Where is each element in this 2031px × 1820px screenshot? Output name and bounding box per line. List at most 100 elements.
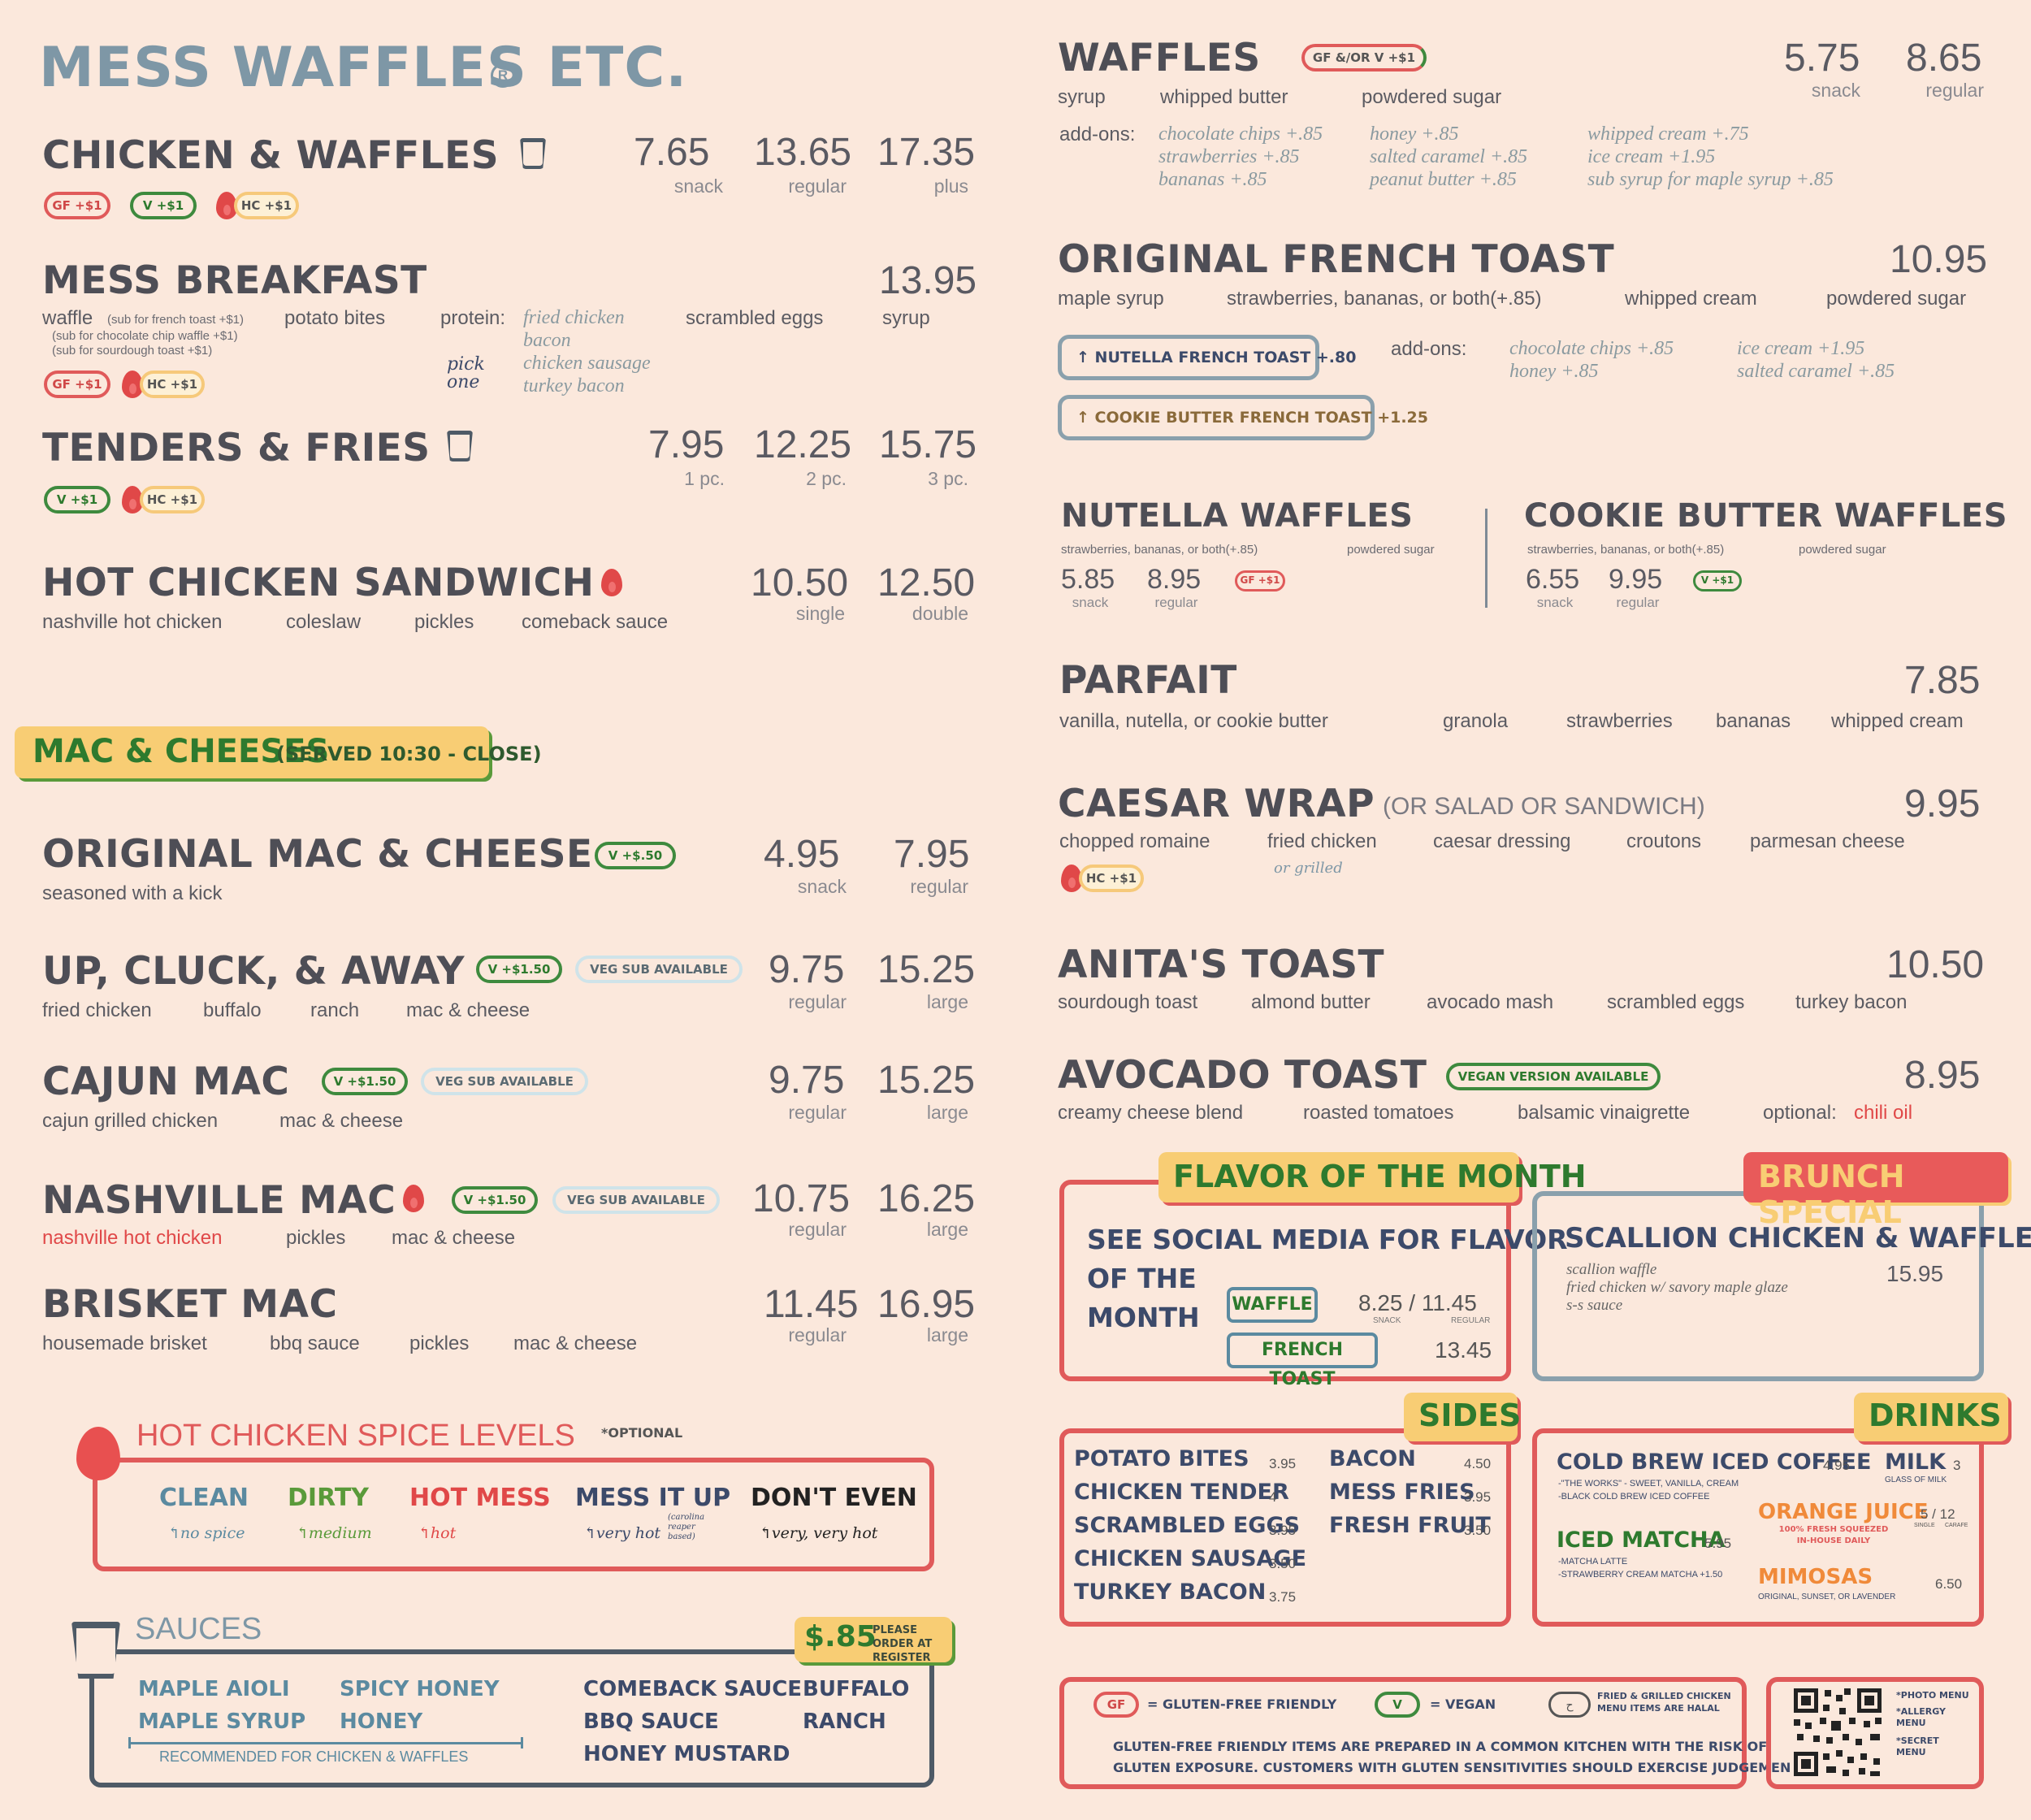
drink-cold-brew: COLD BREW ICED COFFEE [1557, 1450, 1872, 1475]
brunch-price: 15.95 [1886, 1261, 1944, 1286]
flavor-header: FLAVOR OF THE MONTH [1173, 1159, 1587, 1194]
hc-tag: HC +$1 [234, 192, 299, 219]
drink-milk-price: 3 [1953, 1458, 1961, 1473]
drinks-box [1532, 1428, 1984, 1627]
item-syrup: syrup [882, 307, 930, 329]
item-avocado-mash: avocado mash [1427, 991, 1554, 1013]
milk-note: GLASS OF MILK [1885, 1476, 1947, 1484]
protein-bacon: bacon [523, 330, 571, 351]
sauce-price-banner [795, 1617, 952, 1662]
flame-icon [122, 370, 143, 398]
side-item: MESS FRIES [1329, 1480, 1475, 1505]
cookie-powdered-sugar: powdered sugar [1799, 543, 1886, 557]
sauce-maple-syrup: MAPLE SYRUP [138, 1710, 306, 1734]
sauce-recommended: RECOMMENDED FOR CHICKEN & WAFFLES [159, 1748, 469, 1765]
label-snack: snack [673, 176, 723, 197]
cookie-price-regular: 9.95 [1609, 564, 1663, 595]
up-cluck-title: UP, CLUCK, & AWAY [42, 949, 466, 994]
cookie-butter-upgrade: ↑ COOKIE BUTTER FRENCH TOAST +1.25 [1058, 395, 1428, 440]
item-waffle: waffle [42, 307, 93, 329]
side-item: POTATO BITES [1074, 1446, 1249, 1471]
vegan-tag: V +$1 [130, 192, 197, 219]
price-regular: 11.45 [764, 1283, 859, 1326]
item-roasted-tomatoes: roasted tomatoes [1303, 1102, 1454, 1124]
spice-levels-box [93, 1458, 934, 1571]
waffle-sub-2: (sub for chocolate chip waffle +$1) [52, 329, 238, 343]
item-fruit-choice: strawberries, bananas, or both(+.85) [1227, 288, 1542, 310]
avocado-toast-title: AVOCADO TOAST [1058, 1053, 1427, 1098]
sauce-bbq: BBQ SAUCE [583, 1710, 719, 1734]
label-large: large [926, 1219, 968, 1240]
sides-header: SIDES [1418, 1398, 1522, 1433]
sides-header-banner [1404, 1393, 1518, 1441]
item-turkey-bacon: turkey bacon [1795, 991, 1908, 1013]
price-1pc: 7.95 [648, 423, 725, 466]
waffles-divider [1485, 509, 1488, 608]
flavor-regular-label: REGULAR [1451, 1316, 1491, 1325]
addon-whipped-cream: whipped cream +.75 [1587, 124, 1749, 145]
item-bananas: bananas [1716, 710, 1791, 732]
side-item: TURKEY BACON [1074, 1580, 1267, 1605]
qr-box[interactable] [1766, 1677, 1984, 1789]
mess-breakfast-title: MESS BREAKFAST [42, 258, 427, 303]
qr-code-icon[interactable] [1791, 1685, 1885, 1779]
cup-icon [447, 431, 473, 462]
item-balsamic: balsamic vinaigrette [1518, 1102, 1691, 1124]
parfait-title: PARFAIT [1059, 658, 1237, 703]
cookie-butter-waffles-title: COOKIE BUTTER WAFFLES [1524, 497, 2008, 535]
item-creamy-cheese: creamy cheese blend [1058, 1102, 1244, 1124]
addon-salted-caramel: salted caramel +.85 [1370, 146, 1528, 167]
brunch-item-3: s-s sauce [1566, 1297, 1623, 1314]
side-item: CHICKEN TENDER [1074, 1480, 1289, 1505]
flavor-toast-tag: FRENCH TOAST [1227, 1332, 1378, 1389]
label-regular: regular [910, 876, 968, 897]
veg-sub-tag: VEG SUB AVAILABLE [421, 1068, 588, 1095]
item-pickles: pickles [414, 611, 474, 633]
item-granola: granola [1443, 710, 1509, 732]
spice-level-name: MESS IT UP [575, 1484, 731, 1512]
price-plus: 17.35 [877, 131, 976, 174]
legend-box [1059, 1677, 1747, 1789]
spice-optional: *OPTIONAL [601, 1425, 683, 1441]
side-price: 4 [1269, 1489, 1277, 1505]
brunch-item-1: scallion waffle [1566, 1261, 1657, 1278]
price-3pc: 15.75 [879, 423, 977, 466]
parfait-price: 7.85 [1904, 659, 1981, 702]
waffles-title: WAFFLES [1058, 36, 1261, 80]
spice-level-note: ↰medium [296, 1524, 372, 1542]
spice-level-name: HOT MESS [409, 1484, 551, 1512]
item-nashville-hot-chicken: nashville hot chicken [42, 611, 223, 633]
french-toast-title: ORIGINAL FRENCH TOAST [1058, 237, 1615, 282]
nutella-fruit: strawberries, bananas, or both(+.85) [1061, 543, 1258, 557]
addon-honey: honey +.85 [1509, 361, 1599, 382]
sauces-title: SAUCES [128, 1612, 269, 1647]
label-regular: regular [1925, 80, 1984, 101]
registered-mark: R [491, 63, 515, 88]
item-strawberries: strawberries [1566, 710, 1673, 732]
spice-level-note: ↰hot [418, 1524, 457, 1542]
caesar-price: 9.95 [1904, 782, 1981, 826]
brunch-header-banner [1743, 1152, 2008, 1202]
mac-header-banner [15, 726, 489, 778]
price-snack: 5.75 [1784, 37, 1860, 80]
nashville-mac-title: NASHVILLE MAC [42, 1178, 396, 1223]
gluten-warning-1: GLUTEN-FREE FRIENDLY ITEMS ARE PREPARED … [1113, 1739, 1768, 1754]
sauce-ranch: RANCH [803, 1710, 886, 1734]
mac-header-title: MAC & CHEESES [32, 733, 330, 770]
price-large: 15.25 [877, 948, 976, 991]
avocado-price: 8.95 [1904, 1054, 1981, 1097]
flame-icon [403, 1185, 424, 1212]
sauce-bracket [128, 1737, 523, 1748]
price-large: 15.25 [877, 1059, 976, 1102]
item-buffalo: buffalo [203, 999, 262, 1021]
item-pickles: pickles [409, 1332, 470, 1354]
price-regular: 8.65 [1906, 37, 1982, 80]
item-protein: protein: [440, 307, 506, 329]
item-fried-chicken: fried chicken [1267, 830, 1377, 852]
drink-mimosas: MIMOSAS [1758, 1565, 1873, 1589]
spice-level-name: CLEAN [159, 1484, 249, 1512]
nutella-price-snack: 5.85 [1061, 564, 1115, 595]
hc-tag: HC +$1 [140, 486, 205, 514]
v-legend-tag: V [1375, 1692, 1420, 1718]
caesar-sub: (OR SALAD OR SANDWICH) [1383, 793, 1705, 820]
